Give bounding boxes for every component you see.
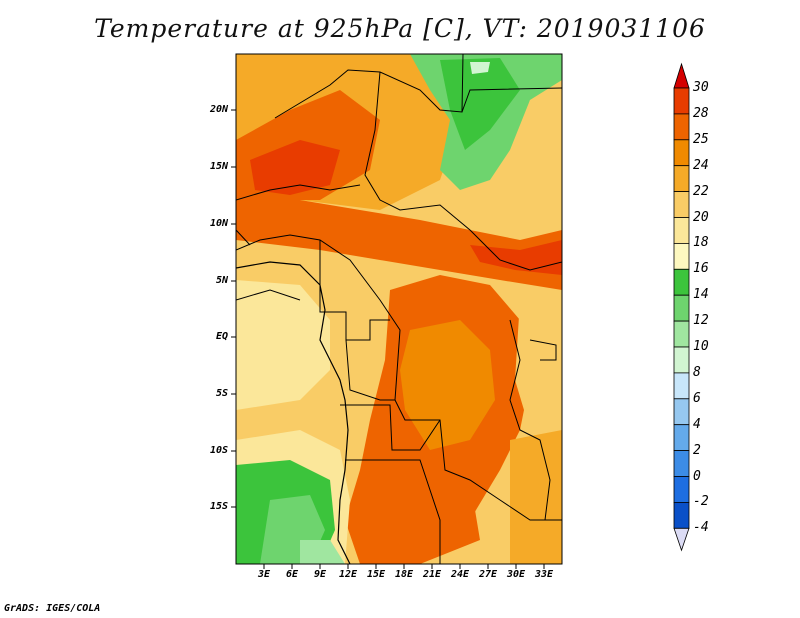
colorbar-label: 2 bbox=[693, 442, 701, 458]
country-borders bbox=[236, 54, 562, 564]
colorbar-segment bbox=[673, 320, 690, 348]
lon-label-30e: 30E bbox=[506, 569, 526, 580]
colorbar-label: 28 bbox=[693, 105, 709, 121]
colorbar-segment bbox=[673, 268, 690, 296]
lon-label-6e: 6E bbox=[285, 569, 299, 580]
colorbar-label: 0 bbox=[693, 468, 701, 484]
colorbar-label: 8 bbox=[693, 364, 701, 380]
lat-label-20n: 20N bbox=[209, 104, 228, 115]
colorbar-label: 25 bbox=[693, 131, 709, 147]
lon-label-24e: 24E bbox=[450, 569, 470, 580]
colorbar bbox=[673, 62, 690, 552]
colorbar-label: -2 bbox=[693, 494, 709, 510]
lat-label-5s: 5S bbox=[215, 388, 228, 399]
lon-label-12e: 12E bbox=[338, 569, 358, 580]
colorbar-label: 10 bbox=[693, 339, 709, 354]
lon-label-3e: 3E bbox=[257, 569, 271, 580]
colorbar-bottom-triangle bbox=[673, 527, 690, 552]
colorbar-segment bbox=[673, 372, 690, 400]
lon-label-18e: 18E bbox=[394, 569, 414, 580]
lat-label-15n: 15N bbox=[209, 161, 228, 172]
colorbar-label: 20 bbox=[693, 209, 709, 225]
colorbar-segment bbox=[673, 217, 690, 244]
lat-label-eq: EQ bbox=[215, 331, 228, 342]
colorbar-label: 14 bbox=[693, 287, 709, 303]
grads-credit: GrADS: IGES/COLA bbox=[4, 603, 101, 614]
colorbar-segment bbox=[673, 165, 690, 192]
lat-label-15s: 15S bbox=[209, 501, 228, 512]
colorbar-label: 22 bbox=[693, 183, 709, 199]
colorbar-segment bbox=[673, 501, 690, 529]
colorbar-segment bbox=[673, 113, 690, 141]
coastline bbox=[236, 261, 351, 564]
colorbar-label: -4 bbox=[693, 520, 709, 536]
lon-label-9e: 9E bbox=[313, 569, 327, 580]
colorbar-segment bbox=[673, 450, 690, 477]
colorbar-label: 16 bbox=[693, 261, 709, 277]
colorbar-label: 30 bbox=[693, 80, 709, 95]
lat-label-10n: 10N bbox=[209, 218, 228, 229]
colorbar-segment bbox=[673, 191, 690, 218]
lon-ticks bbox=[263, 564, 545, 569]
temperature-field bbox=[236, 54, 562, 564]
colorbar-segment bbox=[673, 346, 690, 374]
colorbar-label: 12 bbox=[693, 313, 709, 329]
colorbar-segment bbox=[673, 139, 690, 167]
colorbar-segment bbox=[673, 398, 690, 426]
map-frame bbox=[235, 53, 563, 565]
colorbar-label: 18 bbox=[693, 235, 709, 251]
lon-label-15e: 15E bbox=[366, 569, 386, 580]
map-title: Temperature at 925hPa [C], VT: 201903110… bbox=[94, 14, 706, 43]
lat-ticks bbox=[231, 109, 236, 508]
colorbar-segment bbox=[673, 424, 690, 452]
lat-label-5n: 5N bbox=[215, 275, 228, 286]
colorbar-segment bbox=[673, 87, 690, 115]
colorbar-label: 6 bbox=[693, 390, 701, 406]
lon-label-33e: 33E bbox=[534, 569, 554, 580]
colorbar-label: 4 bbox=[693, 416, 701, 432]
colorbar-segment bbox=[673, 476, 690, 503]
lon-label-21e: 21E bbox=[422, 569, 442, 580]
colorbar-top-triangle bbox=[673, 62, 690, 89]
lat-label-10s: 10S bbox=[209, 445, 228, 456]
colorbar-label: 24 bbox=[693, 157, 709, 173]
colorbar-segment bbox=[673, 242, 690, 270]
colorbar-segment bbox=[673, 294, 690, 322]
lon-label-27e: 27E bbox=[478, 569, 498, 580]
